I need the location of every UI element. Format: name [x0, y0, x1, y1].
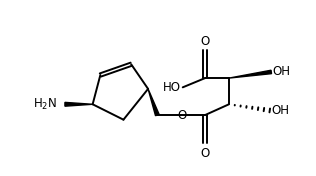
Text: HO: HO — [163, 81, 181, 94]
Text: O: O — [200, 147, 210, 160]
Polygon shape — [148, 89, 159, 116]
Text: H$_2$N: H$_2$N — [33, 97, 57, 112]
Polygon shape — [65, 102, 93, 106]
Polygon shape — [229, 70, 271, 78]
Text: O: O — [200, 35, 210, 48]
Text: O: O — [177, 109, 186, 122]
Text: OH: OH — [273, 65, 291, 78]
Text: OH: OH — [271, 104, 289, 117]
